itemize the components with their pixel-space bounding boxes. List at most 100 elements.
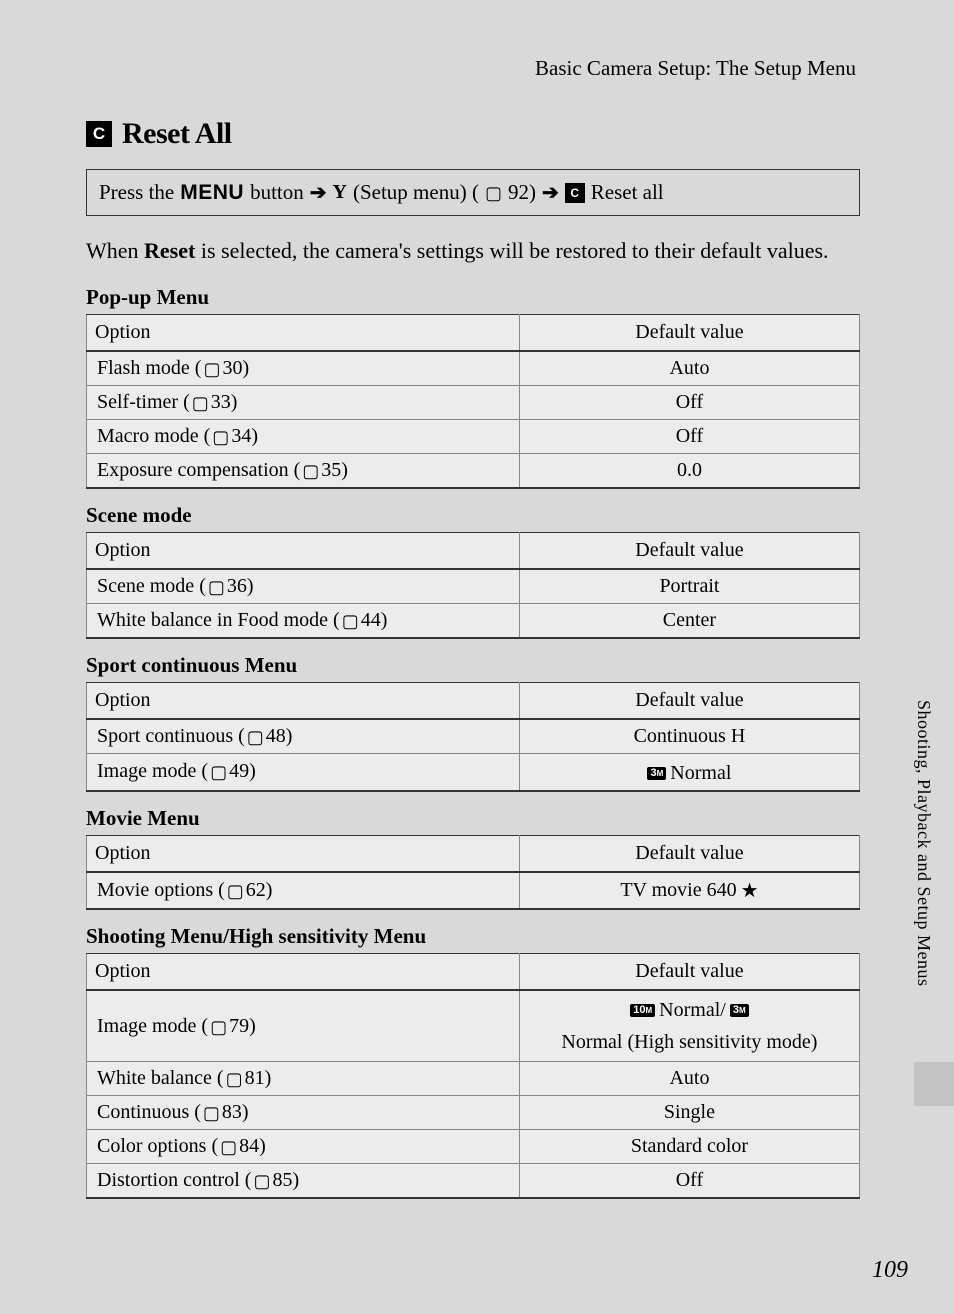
- col-default: Default value: [519, 314, 859, 351]
- book-icon: ▢: [485, 183, 502, 204]
- col-default: Default value: [519, 532, 859, 569]
- default-value: 0.0: [519, 453, 859, 488]
- col-option: Option: [87, 532, 520, 569]
- page-ref: 35): [321, 459, 348, 482]
- table-row: Continuous (▢ 83) Single: [87, 1096, 860, 1130]
- size-badge-icon: 3M: [730, 1004, 749, 1017]
- col-default: Default value: [519, 682, 859, 719]
- default-value: Portrait: [519, 569, 859, 604]
- option-label: Self-timer (: [97, 391, 190, 414]
- section-heading-movie: Movie Menu: [86, 806, 860, 831]
- col-option: Option: [87, 314, 520, 351]
- page-ref: 85): [272, 1169, 299, 1192]
- table-row: Sport continuous (▢ 48) Continuous H: [87, 719, 860, 754]
- col-option: Option: [87, 835, 520, 872]
- option-label: White balance in Food mode (: [97, 609, 340, 632]
- option-label: Scene mode (: [97, 575, 206, 598]
- page-ref: 36): [227, 575, 254, 598]
- side-section-label: Shooting, Playback and Setup Menus: [913, 700, 934, 986]
- col-option: Option: [87, 682, 520, 719]
- option-label: Macro mode (: [97, 425, 210, 448]
- table-popup: Option Default value Flash mode (▢ 30) A…: [86, 314, 860, 489]
- book-icon: ▢: [203, 359, 220, 380]
- table-row: Movie options (▢ 62) TV movie 640★: [87, 872, 860, 909]
- book-icon: ▢: [210, 762, 227, 783]
- option-label: Flash mode (: [97, 357, 201, 380]
- nav-text: Reset all: [591, 180, 664, 205]
- col-default: Default value: [519, 953, 859, 990]
- table-row: Self-timer (▢ 33) Off: [87, 385, 860, 419]
- reset-icon: C: [565, 183, 585, 203]
- default-value: TV movie 640★: [620, 878, 758, 903]
- default-value: Single: [519, 1096, 859, 1130]
- book-icon: ▢: [342, 611, 359, 632]
- intro-segment: When: [86, 238, 144, 263]
- page-ref: 83): [222, 1101, 249, 1124]
- value-text: Normal/: [659, 996, 726, 1024]
- table-scene: Option Default value Scene mode (▢ 36) P…: [86, 532, 860, 639]
- reset-icon: C: [86, 121, 112, 147]
- size-badge-icon: 3M: [647, 767, 666, 780]
- option-label: Image mode (: [97, 760, 208, 783]
- option-label: Color options (: [97, 1135, 218, 1158]
- col-option: Option: [87, 953, 520, 990]
- table-row: Color options (▢ 84) Standard color: [87, 1130, 860, 1164]
- default-value: Off: [519, 385, 859, 419]
- book-icon: ▢: [203, 1103, 220, 1124]
- page-title: Reset All: [122, 117, 232, 151]
- default-value: Auto: [519, 1062, 859, 1096]
- book-icon: ▢: [212, 427, 229, 448]
- page-ref: 84): [239, 1135, 266, 1158]
- section-heading-sport: Sport continuous Menu: [86, 653, 860, 678]
- col-default: Default value: [519, 835, 859, 872]
- arrow-icon: ➔: [310, 180, 327, 205]
- size-badge-icon: 10M: [630, 1004, 655, 1017]
- option-label: Image mode (: [97, 1015, 208, 1038]
- table-row: Image mode (▢ 49) 3M Normal: [87, 753, 860, 791]
- table-row: Image mode (▢ 79) 10M Normal/3M Normal (…: [87, 990, 860, 1062]
- page-ref: 48): [266, 725, 293, 748]
- menu-button-label: MENU: [180, 181, 244, 205]
- value-text: Normal: [670, 762, 731, 785]
- default-value: 10M Normal/3M Normal (High sensitivity m…: [530, 996, 849, 1056]
- book-icon: ▢: [226, 1069, 243, 1090]
- book-icon: ▢: [208, 577, 225, 598]
- side-tab: [914, 1062, 954, 1106]
- page-ref: 81): [245, 1067, 272, 1090]
- table-row: White balance (▢ 81) Auto: [87, 1062, 860, 1096]
- value-text: Normal (High sensitivity mode): [561, 1028, 817, 1056]
- table-shooting: Option Default value Image mode (▢ 79) 1…: [86, 953, 860, 1200]
- book-icon: ▢: [210, 1017, 227, 1038]
- page: Basic Camera Setup: The Setup Menu C Res…: [0, 0, 954, 1314]
- table-row: Macro mode (▢ 34) Off: [87, 419, 860, 453]
- default-value: Auto: [519, 351, 859, 386]
- nav-text: Press the: [99, 180, 174, 205]
- page-ref: 79): [229, 1015, 256, 1038]
- intro-segment: is selected, the camera's settings will …: [195, 238, 828, 263]
- book-icon: ▢: [192, 393, 209, 414]
- intro-text: When Reset is selected, the camera's set…: [86, 236, 860, 267]
- book-icon: ▢: [302, 461, 319, 482]
- content-area: Basic Camera Setup: The Setup Menu C Res…: [86, 56, 860, 1199]
- page-ref: 44): [361, 609, 388, 632]
- option-label: Continuous (: [97, 1101, 201, 1124]
- option-label: Exposure compensation (: [97, 459, 300, 482]
- default-value: Continuous H: [519, 719, 859, 754]
- nav-text: button: [250, 180, 304, 205]
- navigation-path: Press the MENU button ➔ Y (Setup menu) (…: [86, 169, 860, 216]
- table-sport: Option Default value Sport continuous (▢…: [86, 682, 860, 792]
- star-icon: ★: [741, 878, 759, 903]
- option-label: White balance (: [97, 1067, 224, 1090]
- default-value: Standard color: [519, 1130, 859, 1164]
- section-heading-shooting: Shooting Menu/High sensitivity Menu: [86, 924, 860, 949]
- option-label: Sport continuous (: [97, 725, 245, 748]
- page-ref: 30): [222, 357, 249, 380]
- intro-bold: Reset: [144, 238, 195, 263]
- book-icon: ▢: [247, 727, 264, 748]
- table-row: Exposure compensation (▢ 35) 0.0: [87, 453, 860, 488]
- book-icon: ▢: [220, 1137, 237, 1158]
- default-value: 3M Normal: [647, 762, 731, 785]
- page-number: 109: [872, 1257, 908, 1284]
- page-title-row: C Reset All: [86, 117, 860, 151]
- page-ref: 34): [231, 425, 258, 448]
